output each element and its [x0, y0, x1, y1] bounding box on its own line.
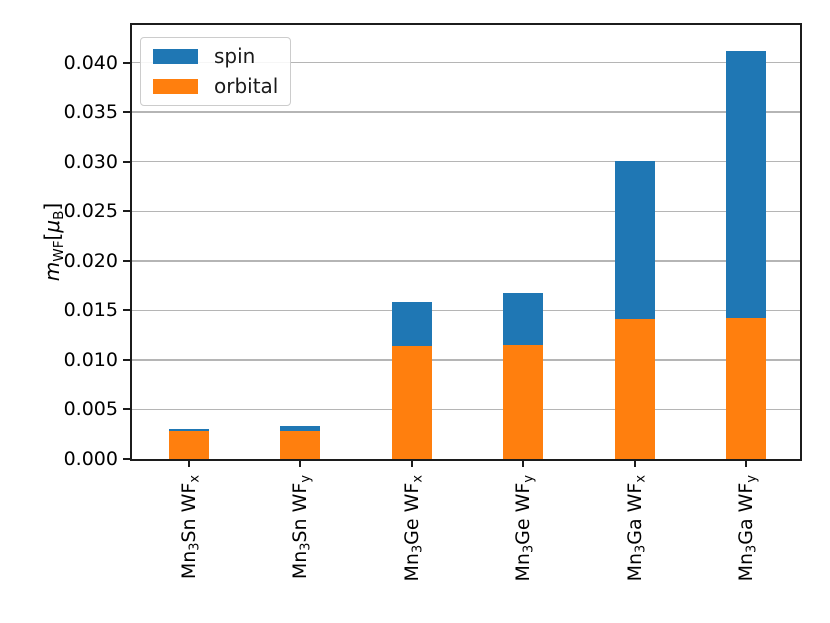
y-tick-mark — [123, 309, 130, 312]
bar-segment-spin — [503, 292, 544, 346]
label-segment: Mn — [512, 553, 535, 582]
label-segment: [ — [40, 232, 64, 241]
label-segment: Ga WF — [623, 482, 646, 545]
y-tick-mark — [123, 160, 130, 163]
y-tick-label: 0.015 — [63, 299, 118, 322]
label-segment: m — [40, 261, 64, 282]
bar-segment-spin — [614, 160, 655, 320]
y-tick-mark — [123, 61, 130, 64]
label-segment: 3 — [187, 542, 203, 551]
bar-segment-spin — [280, 426, 321, 432]
label-segment: Ge WF — [512, 482, 535, 545]
y-tick-label: 0.000 — [63, 448, 118, 470]
grid-line — [132, 210, 800, 212]
bar-segment-spin — [726, 50, 766, 319]
label-segment: 3 — [633, 544, 649, 553]
x-tick-label: Mn3Ge WFy — [512, 475, 618, 581]
label-segment: x — [410, 475, 426, 483]
legend-label: orbital — [214, 74, 279, 98]
y-axis-title: mWF[μB] — [40, 203, 118, 281]
label-segment: 3 — [410, 544, 426, 554]
label-segment: Ga WF — [735, 482, 757, 545]
x-tick-mark — [745, 461, 747, 467]
y-tick-label: 0.005 — [63, 398, 118, 421]
bar-segment-spin — [169, 429, 209, 432]
label-segment: y — [744, 475, 760, 483]
x-tick-label: Mn3Sn WFx — [178, 475, 282, 579]
x-tick-mark — [410, 461, 413, 467]
label-segment: 3 — [521, 544, 537, 554]
label-segment: Mn — [289, 550, 312, 580]
label-segment: Sn WF — [289, 482, 312, 543]
y-tick-mark — [123, 111, 130, 114]
x-tick-mark — [188, 461, 190, 467]
label-segment: Sn WF — [178, 482, 200, 543]
label-segment: Mn — [178, 550, 200, 580]
legend-swatch-spin — [153, 49, 198, 64]
grid-line — [132, 161, 800, 163]
legend-entry-orbital: orbital — [153, 75, 278, 98]
label-segment: y — [299, 475, 314, 483]
bar-segment-orbital — [391, 346, 432, 459]
label-segment: Ge WF — [400, 482, 423, 545]
x-tick-mark — [299, 461, 302, 467]
label-segment: B — [50, 210, 67, 220]
x-tick-label: Mn3Ga WFy — [735, 475, 830, 581]
y-tick-label: 0.040 — [63, 51, 118, 74]
x-tick-mark — [522, 461, 525, 467]
y-tick-label: 0.025 — [63, 200, 118, 223]
legend-entry-spin: spin — [153, 45, 278, 68]
legend-swatch-orbital — [153, 79, 198, 94]
y-tick-label: 0.035 — [63, 101, 118, 124]
label-segment: x — [633, 475, 649, 483]
label-segment: x — [187, 475, 203, 483]
label-segment: μ — [40, 219, 64, 233]
x-tick-label: Mn3Sn WFy — [289, 475, 393, 579]
grid-line — [132, 260, 800, 262]
grid-line — [132, 359, 800, 361]
grid-line — [132, 61, 800, 64]
label-segment: Mn — [623, 552, 646, 582]
y-tick-mark — [123, 210, 130, 213]
label-segment: 3 — [744, 544, 760, 553]
y-tick-mark — [123, 358, 130, 361]
bar-segment-orbital — [726, 318, 766, 459]
y-tick-mark — [123, 408, 130, 411]
y-tick-mark — [123, 259, 130, 262]
y-tick-label: 0.030 — [63, 150, 118, 173]
label-segment: 3 — [299, 542, 314, 551]
label-segment: WF — [50, 240, 67, 262]
grid-line — [132, 408, 800, 411]
y-tick-label: 0.010 — [63, 348, 118, 371]
bar-segment-orbital — [280, 431, 321, 459]
label-segment: Mn — [735, 552, 757, 582]
y-tick-label: 0.020 — [63, 249, 118, 272]
bar-segment-orbital — [169, 431, 209, 459]
grid-line — [132, 309, 800, 312]
label-segment: ] — [40, 202, 64, 211]
label-segment: y — [521, 475, 537, 483]
bar-segment-orbital — [503, 345, 544, 459]
label-segment: Mn — [400, 553, 423, 582]
x-tick-label: Mn3Ge WFx — [401, 475, 507, 581]
x-tick-mark — [633, 461, 636, 467]
legend: spin orbital — [140, 37, 292, 106]
x-tick-label: Mn3Ga WFx — [624, 475, 730, 581]
bar-segment-orbital — [614, 319, 655, 459]
legend-label: spin — [214, 44, 256, 68]
grid-line — [132, 111, 800, 113]
bar-segment-spin — [391, 302, 432, 347]
y-tick-mark — [123, 458, 130, 460]
